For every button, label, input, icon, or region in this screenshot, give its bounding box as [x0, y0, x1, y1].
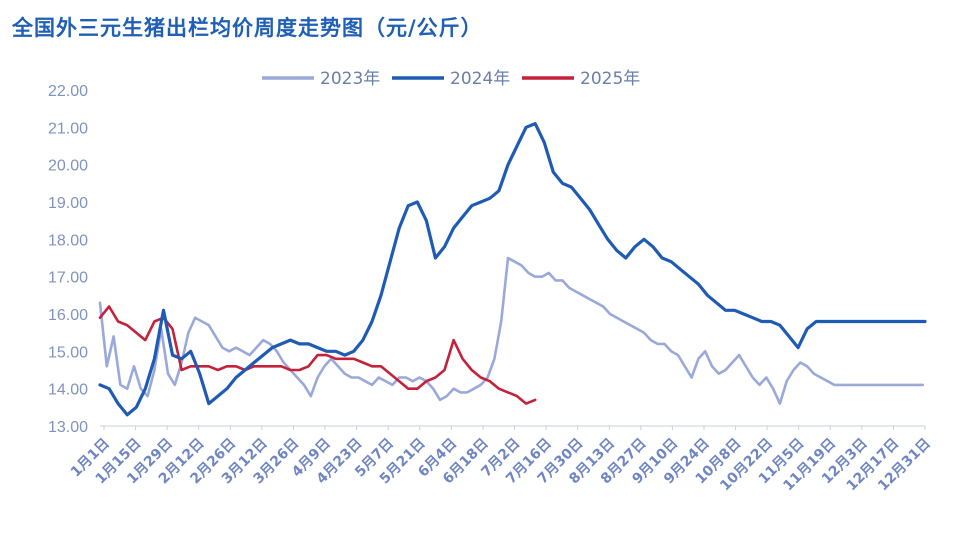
y-tick-label: 20.00: [48, 158, 88, 175]
legend-label: 2023年: [320, 69, 380, 89]
chart-title: 全国外三元生猪出栏均价周度走势图（元/公斤）: [12, 16, 483, 40]
legend-label: 2025年: [580, 69, 640, 89]
y-tick-label: 15.00: [48, 344, 88, 361]
x-axis: 1月1日1月15日1月29日2月12日2月26日3月12日3月26日4月9日4月…: [68, 425, 934, 494]
y-axis: 13.00 14.00 15.00 16.00 17.00 18.00 19.00 20.00…: [48, 83, 88, 436]
y-tick-label: 22.00: [48, 83, 88, 100]
y-tick-label: 21.00: [48, 120, 88, 137]
y-tick-label: 16.00: [48, 307, 88, 324]
plot-lines: [98, 121, 927, 417]
legend: 2023年 2024年 2025年: [262, 69, 640, 89]
y-tick-label: 18.00: [48, 232, 88, 249]
series-line-2024: [98, 121, 927, 417]
series-line-2025: [98, 305, 537, 405]
series-line-2023: [98, 256, 925, 405]
y-tick-label: 13.00: [48, 419, 88, 436]
legend-label: 2024年: [450, 69, 510, 89]
y-tick-label: 17.00: [48, 270, 88, 287]
y-tick-label: 19.00: [48, 195, 88, 212]
y-tick-label: 14.00: [48, 382, 88, 399]
